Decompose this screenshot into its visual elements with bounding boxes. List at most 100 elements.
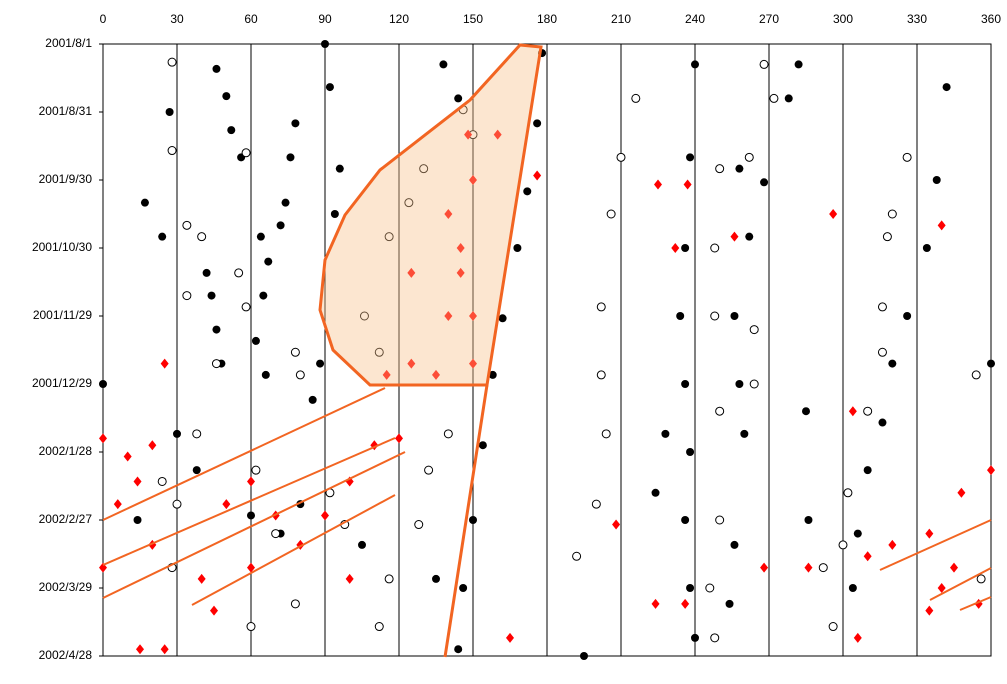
point <box>261 370 270 379</box>
point <box>749 379 759 389</box>
point <box>290 599 300 609</box>
point <box>469 516 477 524</box>
point <box>887 209 897 219</box>
point <box>123 451 132 462</box>
point <box>443 429 453 439</box>
point <box>710 633 720 643</box>
point <box>759 59 769 69</box>
highlight-region <box>318 43 543 387</box>
point <box>173 429 181 438</box>
point <box>925 605 934 616</box>
point <box>321 40 329 48</box>
point <box>932 176 941 184</box>
point <box>877 302 887 312</box>
point <box>148 440 157 451</box>
point <box>848 406 857 417</box>
point <box>432 574 440 583</box>
point <box>136 644 144 655</box>
point <box>160 644 169 655</box>
point <box>382 369 391 380</box>
point <box>251 465 261 475</box>
point <box>99 380 107 388</box>
point <box>606 209 616 219</box>
point <box>210 605 218 616</box>
point <box>601 429 611 439</box>
point <box>256 232 265 241</box>
point <box>715 515 725 525</box>
point <box>925 528 934 539</box>
trend-line <box>102 437 396 566</box>
trend-line <box>102 387 386 521</box>
point <box>804 562 813 573</box>
point <box>686 448 695 456</box>
point <box>853 529 862 538</box>
point <box>247 562 255 573</box>
point <box>222 92 231 101</box>
point <box>202 268 211 277</box>
x-tick-label: 300 <box>833 12 853 26</box>
point <box>710 243 720 253</box>
point <box>259 291 268 300</box>
y-tick-label: 2002/2/27 <box>39 512 93 526</box>
point <box>971 370 981 380</box>
point <box>211 359 221 369</box>
point <box>192 466 201 475</box>
point <box>863 551 872 562</box>
point <box>227 126 236 135</box>
point <box>207 291 216 300</box>
point <box>197 232 207 242</box>
point <box>987 359 995 368</box>
point <box>404 198 414 208</box>
point <box>533 170 542 181</box>
point <box>749 325 759 335</box>
x-tick-label: 360 <box>981 12 1001 26</box>
point <box>651 598 660 609</box>
point <box>676 312 685 320</box>
point <box>395 433 403 444</box>
point <box>172 499 182 509</box>
point <box>784 94 793 103</box>
point <box>760 178 769 187</box>
point <box>488 370 497 379</box>
point <box>853 632 862 643</box>
point <box>241 148 251 158</box>
point <box>744 152 754 162</box>
point <box>888 539 897 550</box>
point <box>533 119 542 128</box>
marks <box>99 40 995 660</box>
point <box>686 584 695 592</box>
point <box>681 244 690 252</box>
point <box>456 267 465 278</box>
point <box>113 499 122 510</box>
point <box>730 312 739 320</box>
point <box>651 488 660 497</box>
point <box>192 429 202 439</box>
y-tick-label: 2001/9/30 <box>39 172 93 186</box>
point <box>157 476 167 486</box>
point <box>281 198 290 207</box>
point <box>454 94 463 103</box>
point <box>735 380 744 388</box>
point <box>439 60 448 69</box>
point <box>374 347 384 357</box>
trend-line <box>959 596 992 611</box>
point <box>222 499 231 510</box>
x-tick-label: 210 <box>611 12 631 26</box>
point <box>818 563 828 573</box>
point <box>937 583 946 593</box>
point <box>863 406 873 416</box>
point <box>286 153 295 162</box>
point <box>513 244 522 252</box>
point <box>681 516 690 524</box>
point <box>848 584 857 592</box>
point <box>384 232 394 242</box>
y-tick-label: 2001/8/1 <box>45 36 92 50</box>
point <box>828 622 838 632</box>
trend-line <box>879 519 992 571</box>
point <box>902 152 912 162</box>
y-tick-label: 2002/3/29 <box>39 580 93 594</box>
point <box>469 175 477 185</box>
point <box>612 519 621 530</box>
point <box>478 441 487 450</box>
